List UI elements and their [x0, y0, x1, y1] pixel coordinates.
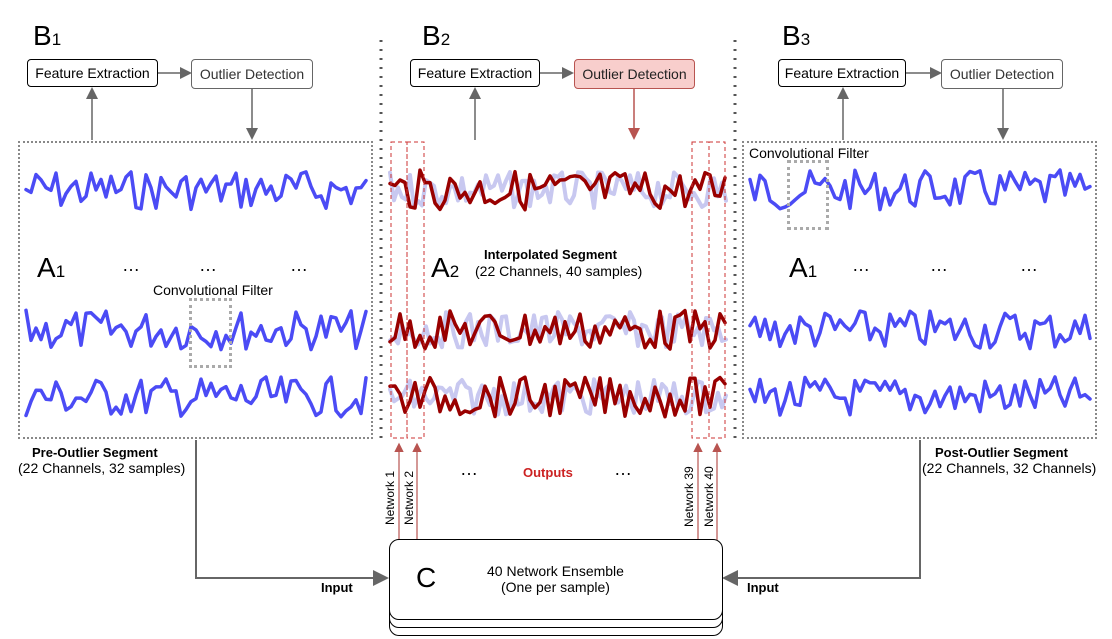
label-b2: B2 — [422, 22, 450, 50]
right-trace-3 — [748, 375, 1092, 417]
b1-letter: B — [33, 20, 52, 51]
middle-underlay-1 — [388, 170, 728, 210]
convolutional-filter-right — [787, 160, 829, 230]
network-2-column — [406, 141, 425, 439]
left-trace-1 — [24, 170, 368, 212]
ensemble-box — [389, 539, 723, 620]
post-outlier-segment-box — [742, 141, 1097, 439]
convolutional-filter-label-right: Convolutional Filter — [749, 145, 869, 161]
ensemble-title: 40 Network Ensemble — [487, 563, 624, 579]
label-a1-right: A1 — [789, 254, 817, 282]
label-b3: B3 — [782, 22, 810, 50]
signal-traces — [24, 168, 1092, 419]
network-2-label: Network 2 — [402, 470, 416, 525]
middle-trace-3 — [388, 375, 727, 419]
pre-outlier-segment-box — [18, 141, 373, 439]
b3-outlier-detection-box: Outlier Detection — [941, 59, 1063, 89]
network-40-label: Network 40 — [702, 466, 716, 527]
input-arrow-left — [195, 440, 389, 586]
a1-right-subscript: 1 — [807, 262, 818, 281]
left-trace-3 — [24, 375, 368, 419]
pre-outlier-segment-title: Pre-Outlier Segment — [32, 445, 158, 460]
ellipsis-right-1: … — [852, 255, 872, 275]
left-trace-2 — [24, 308, 368, 352]
input-label-right: Input — [747, 580, 779, 595]
b1-feature-extraction-box: Feature Extraction — [27, 59, 158, 87]
post-outlier-segment-subtitle: (22 Channels, 32 Channels) — [922, 460, 1097, 476]
right-trace-2 — [748, 309, 1092, 351]
middle-trace-1 — [388, 168, 727, 212]
input-label-left: Input — [321, 580, 353, 595]
interpolated-segment-title: Interpolated Segment — [484, 247, 617, 262]
b3-letter: B — [782, 20, 801, 51]
ellipsis-left-1: … — [122, 255, 142, 275]
label-c: C — [416, 562, 437, 593]
middle-underlay-3 — [388, 377, 728, 417]
a1-left-subscript: 1 — [55, 262, 66, 281]
middle-trace-2 — [388, 308, 727, 351]
label-b1: B1 — [33, 22, 61, 50]
pre-outlier-segment-subtitle: (22 Channels, 32 samples) — [18, 460, 186, 476]
network-39-label: Network 39 — [682, 466, 696, 527]
b3-subscript: 3 — [800, 30, 811, 49]
b3-feature-extraction-box: Feature Extraction — [778, 59, 906, 87]
post-outlier-segment-title: Post-Outlier Segment — [935, 445, 1068, 460]
b2-feature-extraction-box: Feature Extraction — [410, 59, 540, 87]
b2-subscript: 2 — [440, 30, 451, 49]
a1-left-letter: A — [37, 252, 56, 283]
convolutional-filter-left — [189, 298, 232, 368]
ellipsis-left-3: … — [290, 255, 310, 275]
a1-right-letter: A — [789, 252, 808, 283]
ellipsis-right-3: … — [1020, 255, 1040, 275]
ellipsis-right-2: … — [930, 255, 950, 275]
network-40-column — [708, 141, 726, 439]
b1-subscript: 1 — [51, 30, 62, 49]
input-arrow-right — [722, 440, 921, 586]
right-trace-1 — [748, 168, 1092, 212]
a2-letter: A — [431, 252, 450, 283]
middle-underlay-2 — [388, 310, 728, 350]
label-a2: A2 — [431, 254, 459, 282]
ellipsis-left-2: … — [199, 255, 219, 275]
b2-letter: B — [422, 20, 441, 51]
network-1-label: Network 1 — [383, 470, 397, 525]
convolutional-filter-label-left: Convolutional Filter — [153, 282, 273, 298]
interpolated-segment-subtitle: (22 Channels, 40 samples) — [475, 263, 643, 279]
b2-outlier-detection-box: Outlier Detection — [574, 59, 695, 89]
a2-subscript: 2 — [449, 262, 460, 281]
ellipsis-outputs-left: … — [460, 459, 480, 479]
ensemble-subtitle: (One per sample) — [501, 579, 610, 595]
outputs-label: Outputs — [523, 465, 573, 480]
ellipsis-outputs-right: … — [614, 459, 634, 479]
b1-outlier-detection-box: Outlier Detection — [191, 59, 313, 89]
label-a1-left: A1 — [37, 254, 65, 282]
